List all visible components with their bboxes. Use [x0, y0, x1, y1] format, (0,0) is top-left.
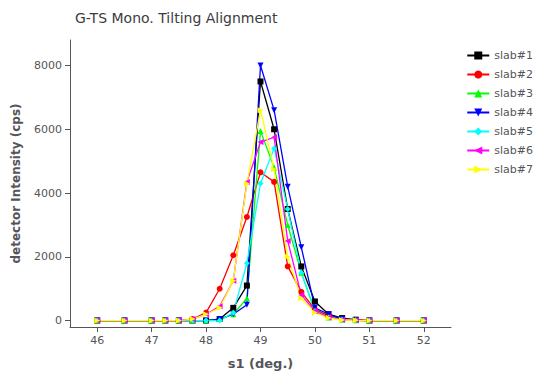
svg-text:0: 0 — [55, 314, 62, 327]
svg-text:50: 50 — [308, 334, 322, 347]
svg-text:8000: 8000 — [34, 59, 62, 72]
svg-text:48: 48 — [199, 334, 213, 347]
svg-text:detector Intensity (cps): detector Intensity (cps) — [9, 103, 23, 263]
svg-text:52: 52 — [417, 334, 431, 347]
svg-text:6000: 6000 — [34, 123, 62, 136]
svg-text:slab#1: slab#1 — [494, 49, 533, 62]
svg-text:slab#6: slab#6 — [494, 144, 533, 157]
svg-text:51: 51 — [362, 334, 376, 347]
svg-text:47: 47 — [145, 334, 159, 347]
svg-text:4000: 4000 — [34, 187, 62, 200]
svg-text:slab#7: slab#7 — [494, 163, 533, 176]
svg-text:slab#5: slab#5 — [494, 125, 533, 138]
svg-text:49: 49 — [254, 334, 268, 347]
svg-text:s1 (deg.): s1 (deg.) — [228, 356, 294, 371]
svg-text:slab#3: slab#3 — [494, 87, 533, 100]
svg-text:46: 46 — [90, 334, 104, 347]
svg-text:G-TS Mono. Tilting Alignment: G-TS Mono. Tilting Alignment — [75, 10, 278, 26]
svg-text:slab#4: slab#4 — [494, 106, 533, 119]
svg-text:slab#2: slab#2 — [494, 68, 533, 81]
svg-text:2000: 2000 — [34, 250, 62, 263]
